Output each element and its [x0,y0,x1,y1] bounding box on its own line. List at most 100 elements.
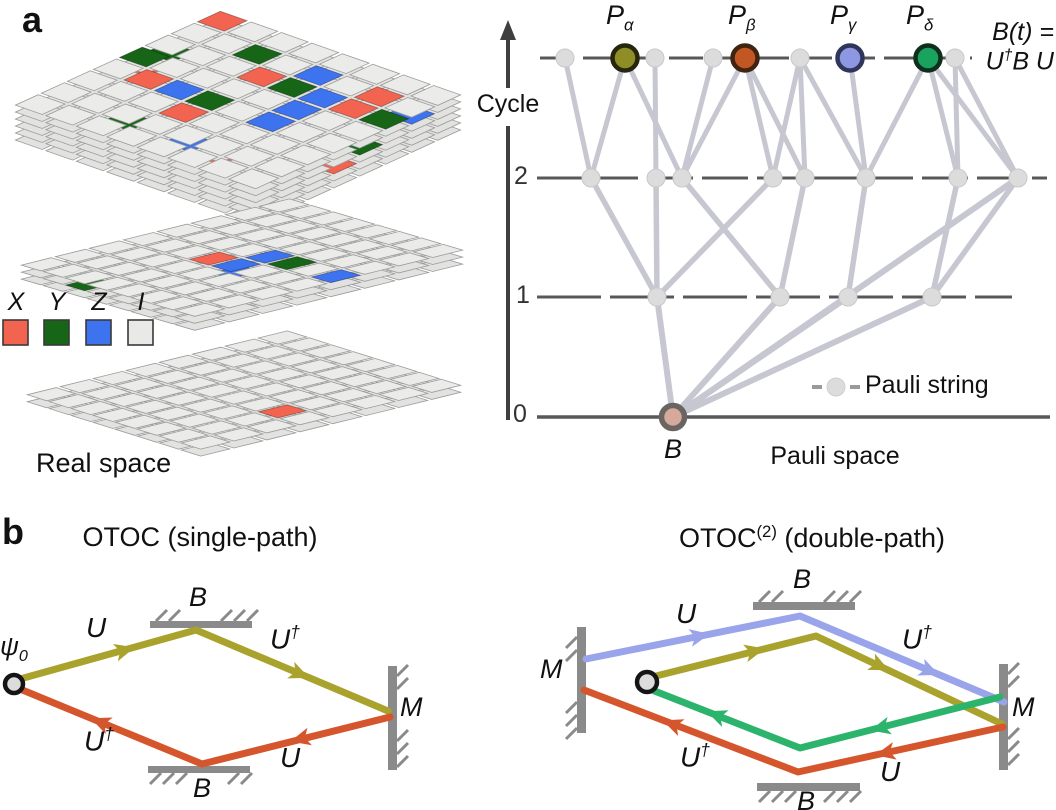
pauli-node [922,287,942,307]
lattice-tile [162,124,215,146]
lattice-tile [267,389,320,404]
lattice-tile [119,268,173,283]
lattice-tile [343,260,397,275]
legend-letter-y: Y [48,288,66,316]
olive-arrowhead [867,653,890,671]
lattice-tile [411,250,465,265]
b-mirror-label-single-bottom: B [192,773,211,803]
lattice-tile [190,420,243,435]
lattice-tile [197,272,251,287]
lattice-tile [289,396,342,411]
lattice-tile [107,283,161,298]
p-delta-label: Pδ [906,0,934,35]
lattice-tile [157,102,210,123]
pauli-node-p-periwinkle [835,43,865,73]
lattice-tile [66,70,119,92]
lattice-tile [279,204,333,219]
olive-arrowhead [743,644,765,663]
lattice-tile [91,370,144,386]
lattice-tile [146,369,199,384]
lattice-tile [267,219,321,234]
lattice-tile [155,223,209,238]
lattice-tile [235,66,288,88]
b-node-label: B [663,434,682,464]
u-dagger-label-single-top: U† [270,622,300,655]
lattice-tile [300,381,353,396]
periwinkle-arrowhead [917,658,940,676]
lattice-tile [309,283,363,298]
lattice-tile [113,414,166,429]
lattice-tile [91,407,144,422]
lattice-tile [353,86,406,108]
pauli-node [646,168,666,188]
lattice-tile [223,412,276,427]
lattice-tile [292,65,345,86]
lattice-tile [226,21,279,43]
lattice-tile [53,248,107,263]
pauli-node [581,168,601,188]
lattice-tile [207,301,261,316]
pauli-nodes [555,43,1028,432]
lattice-middle [19,198,465,331]
lattice-tile [299,247,353,262]
pauli-node [647,287,667,307]
lattice-tile [189,215,243,230]
lattice-tile [241,285,295,300]
red-arrowhead [290,727,312,746]
lattice-tile [223,145,276,167]
lattice-tile [212,434,265,449]
pauli-node [703,48,723,68]
green-arrowhead [870,716,892,735]
lattice-tile [333,373,386,388]
lattice-tile [245,345,298,360]
lattice-tile [240,88,293,110]
lattice-tile [113,377,166,392]
lattice-tile [19,257,73,272]
lattice-tile [196,10,249,32]
red-arrowhead [90,717,113,735]
pauli-string-marker [812,377,860,397]
u-label-single-top: U [86,612,107,643]
pauli-node-p-orange [730,43,760,73]
pauli-node [838,287,858,307]
lattice-tile [278,418,331,433]
lattice-tile [199,236,253,251]
lattice-tile [344,394,397,410]
red-path [16,685,394,768]
lattice-tile [256,330,309,345]
p-gamma-label: Pγ [830,0,857,35]
lattice-tile [157,428,210,443]
b-mirror-label-double-top: B [792,564,811,594]
periwinkle-arrowhead [688,629,710,647]
lattice-tile [188,112,241,134]
lattice-tile [296,87,349,109]
pauli-node [1008,168,1028,188]
lattice-top [14,10,462,225]
p-beta-label: Pβ [728,0,756,35]
lattice-tile [265,256,319,271]
lattice-tile [136,136,189,158]
lattice-bottom [25,330,463,457]
lattice-tile [409,85,462,106]
m-label-double-right: M [1012,692,1035,722]
green-path [648,686,1004,752]
lattice-tile [256,404,309,419]
mirror [753,589,863,610]
otoc-double-title: OTOC(2) (double-path) [678,522,946,553]
lattice-tile [289,359,342,374]
lattice-tile [127,91,180,113]
lattice-tile [141,274,195,289]
lattice-tile [96,80,149,102]
lattice-tile [166,147,219,168]
pauli-node [795,168,815,188]
lattice-tile [278,374,331,389]
lattice-tile [173,302,227,317]
lattice-tile [261,54,314,76]
lattice-tile [148,57,201,78]
lattice-tile [122,69,175,90]
pauli-node [856,168,876,188]
lattice-tile [275,291,329,306]
lattice-tile [275,277,329,292]
lattice-tile [233,228,287,243]
otoc-single-title: OTOC (single-path) [82,522,318,552]
